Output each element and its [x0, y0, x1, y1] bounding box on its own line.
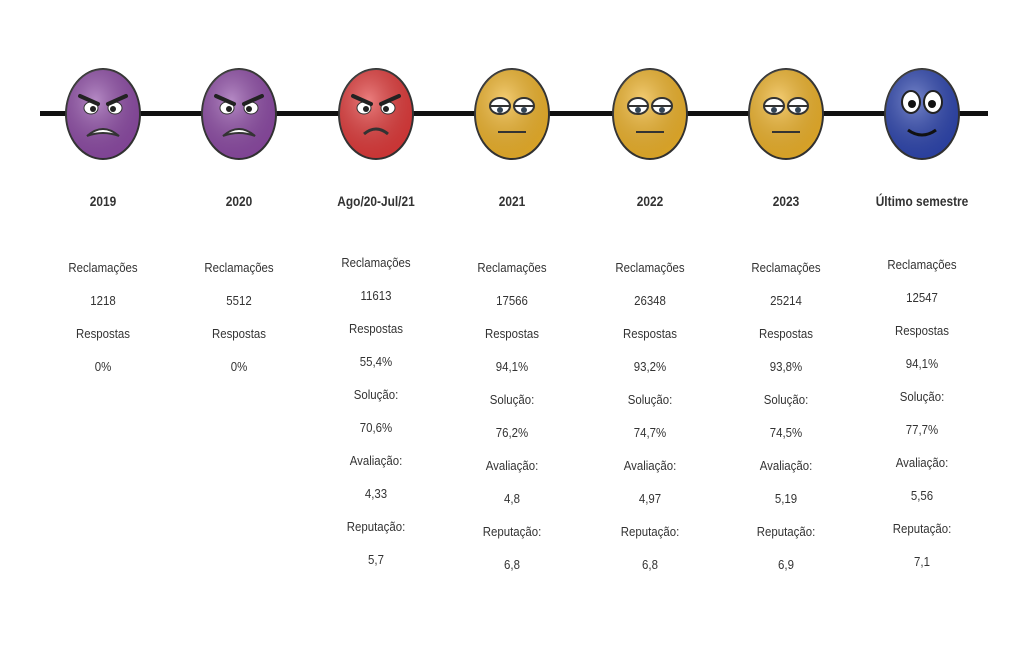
stat-label: Reputação: — [482, 524, 542, 539]
stat-label: Reputação: — [756, 524, 816, 539]
period-label: 2022 — [636, 193, 664, 209]
period-stats: Reclamações 11613 Respostas 55,4% Solução: 70… — [314, 253, 437, 583]
stat-value: 7,1 — [914, 554, 930, 569]
stat-label: Reclamações — [615, 260, 685, 275]
stat-value: 5,19 — [774, 491, 798, 506]
stat-value: 5,7 — [368, 552, 384, 567]
meh-face-icon — [472, 66, 552, 162]
stat-label: Respostas — [894, 323, 950, 338]
stat-label: Reclamações — [887, 257, 957, 272]
stat-label: Reputação: — [620, 524, 680, 539]
stat-value: 6,8 — [504, 557, 520, 572]
stat-value: 74,7% — [633, 425, 667, 440]
stat-value: 70,6% — [359, 420, 393, 435]
stat-value: 5512 — [226, 293, 252, 308]
stat-value: 74,5% — [769, 425, 803, 440]
stat-value: 0% — [230, 359, 248, 374]
period-label: Ago/20-Jul/21 — [337, 193, 415, 209]
period-stats: Reclamações 26348 Respostas 93,2% Solução: 74… — [588, 258, 711, 588]
stat-label: Reputação: — [346, 519, 406, 534]
stat-value: 94,1% — [495, 359, 529, 374]
stat-value: 6,8 — [642, 557, 658, 572]
meh-face-icon — [746, 66, 826, 162]
angry-face-icon — [199, 66, 279, 162]
period-label: Último semestre — [875, 193, 969, 209]
stat-label: Respostas — [622, 326, 678, 341]
period-stats: Reclamações 25214 Respostas 93,8% Solução: 74… — [724, 258, 847, 588]
stat-value: 76,2% — [495, 425, 529, 440]
stat-value: 4,33 — [364, 486, 388, 501]
period-stats: Reclamações 1218 Respostas 0% — [41, 258, 164, 390]
stat-label: Solução: — [627, 392, 673, 407]
stat-label: Avaliação: — [895, 455, 949, 470]
stat-label: Respostas — [758, 326, 814, 341]
stat-label: Reclamações — [68, 260, 138, 275]
period-label: 2019 — [89, 193, 117, 209]
stat-label: Avaliação: — [623, 458, 677, 473]
period-stats: Reclamações 17566 Respostas 94,1% Solução: 76… — [450, 258, 573, 588]
meh-face-icon — [610, 66, 690, 162]
stat-value: 1218 — [90, 293, 116, 308]
stat-label: Respostas — [484, 326, 540, 341]
period-stats: Reclamações 5512 Respostas 0% — [177, 258, 300, 390]
stat-label: Solução: — [489, 392, 535, 407]
stat-label: Avaliação: — [759, 458, 813, 473]
stat-label: Reclamações — [204, 260, 274, 275]
stat-label: Respostas — [348, 321, 404, 336]
mad-face-icon — [336, 66, 416, 162]
stat-label: Solução: — [763, 392, 809, 407]
stat-value: 4,97 — [638, 491, 662, 506]
stat-value: 6,9 — [778, 557, 794, 572]
stat-value: 25214 — [770, 293, 802, 308]
stat-label: Solução: — [353, 387, 399, 402]
stat-value: 4,8 — [504, 491, 520, 506]
stat-value: 77,7% — [905, 422, 939, 437]
stat-value: 12547 — [906, 290, 938, 305]
stat-label: Reclamações — [341, 255, 411, 270]
stat-value: 17566 — [496, 293, 528, 308]
stat-label: Solução: — [899, 389, 945, 404]
angry-face-icon — [63, 66, 143, 162]
stat-value: 11613 — [360, 288, 392, 303]
stat-value: 94,1% — [905, 356, 939, 371]
stat-label: Respostas — [75, 326, 131, 341]
period-label: 2023 — [772, 193, 800, 209]
stat-label: Avaliação: — [485, 458, 539, 473]
stat-value: 26348 — [634, 293, 666, 308]
period-label: 2020 — [225, 193, 253, 209]
stat-label: Reclamações — [477, 260, 547, 275]
happy-face-icon — [882, 66, 962, 162]
stat-label: Avaliação: — [349, 453, 403, 468]
period-stats: Reclamações 12547 Respostas 94,1% Solução: 77… — [860, 255, 983, 585]
stat-label: Reputação: — [892, 521, 952, 536]
stat-value: 55,4% — [359, 354, 393, 369]
stat-label: Reclamações — [751, 260, 821, 275]
stat-value: 0% — [94, 359, 112, 374]
stat-value: 93,2% — [633, 359, 667, 374]
stat-value: 93,8% — [769, 359, 803, 374]
stat-value: 5,56 — [910, 488, 934, 503]
period-label: 2021 — [498, 193, 526, 209]
stat-label: Respostas — [211, 326, 267, 341]
